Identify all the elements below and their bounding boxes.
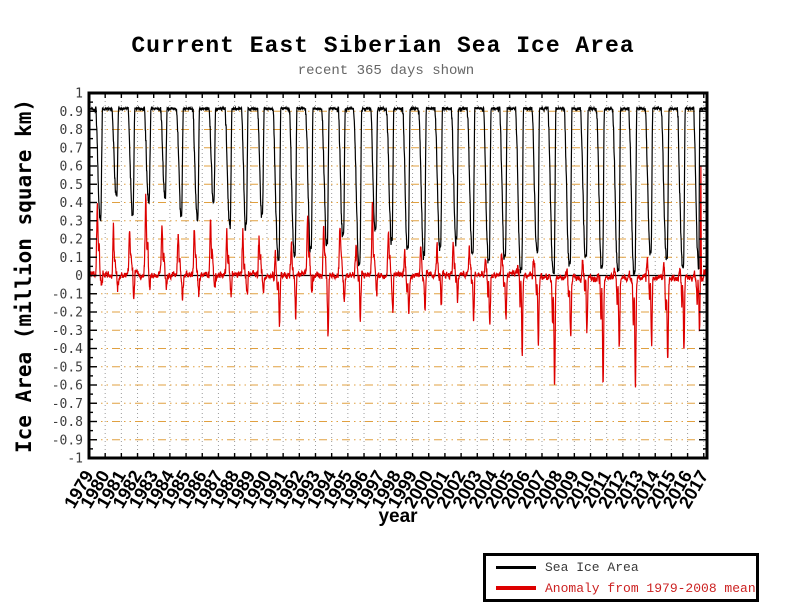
sea-ice-area-line: [89, 105, 707, 276]
legend-item-sea-ice-area: Sea Ice Area: [486, 557, 756, 577]
legend-label-anomaly: Anomaly from 1979-2008 mean: [545, 580, 756, 596]
legend: Sea Ice Area Anomaly from 1979-2008 mean: [483, 553, 759, 602]
svg-text:0.8: 0.8: [60, 123, 83, 138]
svg-text:-0.8: -0.8: [52, 415, 83, 430]
svg-text:-0.4: -0.4: [52, 342, 83, 357]
legend-label-sea-ice-area: Sea Ice Area: [545, 559, 639, 575]
svg-text:-0.9: -0.9: [52, 433, 83, 448]
svg-text:-0.3: -0.3: [52, 324, 83, 339]
svg-text:1: 1: [75, 87, 83, 102]
svg-text:0.5: 0.5: [60, 178, 83, 193]
svg-text:-0.2: -0.2: [52, 306, 83, 321]
sea-ice-area-line-sample: [496, 565, 536, 569]
svg-text:-0.5: -0.5: [52, 360, 83, 375]
anomaly-line: [89, 166, 707, 388]
x-axis-label: year: [378, 506, 418, 527]
svg-text:-0.1: -0.1: [52, 287, 83, 302]
svg-text:-0.7: -0.7: [52, 397, 83, 412]
svg-text:0.9: 0.9: [60, 105, 83, 120]
chart-title: Current East Siberian Sea Ice Area: [131, 33, 635, 59]
axis-ticks: [88, 92, 707, 459]
svg-text:0.3: 0.3: [60, 214, 83, 229]
x-tick-labels: 1979198019811982198319841985198619871988…: [60, 467, 712, 512]
svg-text:0.4: 0.4: [60, 196, 84, 211]
gridlines: [89, 93, 707, 458]
svg-text:0.7: 0.7: [60, 141, 83, 156]
data-series: [89, 105, 707, 388]
svg-text:-0.6: -0.6: [52, 379, 83, 394]
svg-text:0.2: 0.2: [60, 233, 83, 248]
chart-subtitle: recent 365 days shown: [297, 63, 475, 79]
svg-text:-1: -1: [67, 452, 83, 467]
anomaly-line-sample: [496, 586, 536, 590]
svg-text:0.6: 0.6: [60, 160, 83, 175]
svg-text:0.1: 0.1: [60, 251, 83, 266]
y-tick-labels: 1 0.9 0.8 0.7 0.6 0.5 0.4 0.3 0.2 0.1 0 -0.1 -0.2 -0.…: [52, 87, 83, 467]
legend-item-anomaly: Anomaly from 1979-2008 mean: [486, 578, 756, 598]
svg-text:0: 0: [75, 269, 83, 284]
